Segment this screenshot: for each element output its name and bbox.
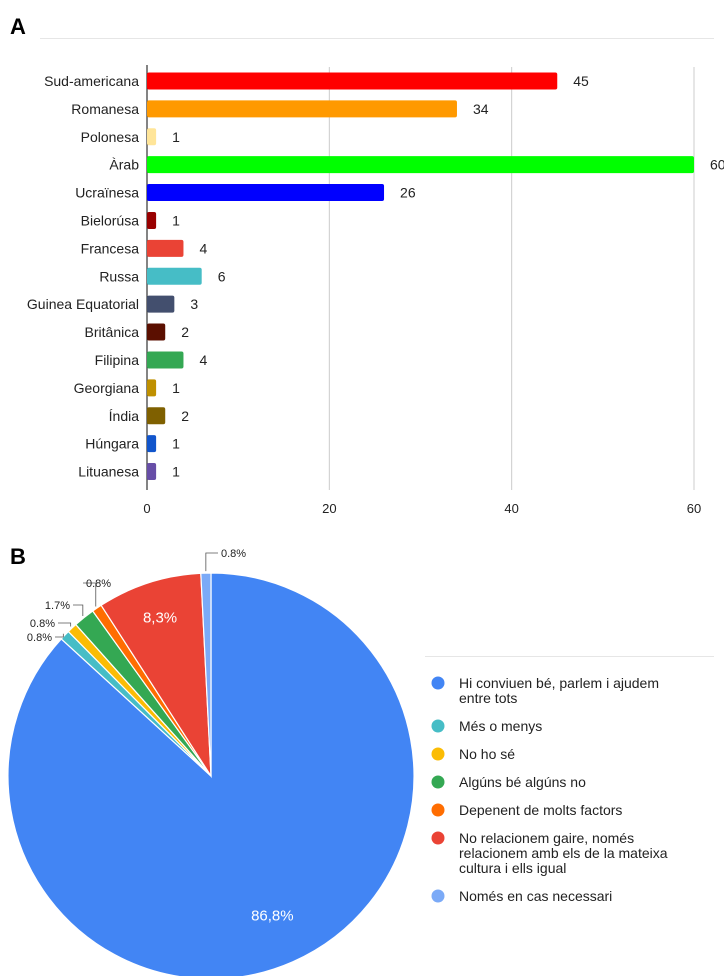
bar: [147, 323, 166, 341]
bar: [147, 295, 175, 313]
legend-label: No ho sé: [459, 746, 515, 762]
bar: [147, 239, 184, 257]
bar: [147, 379, 157, 397]
bar-value-label: 34: [473, 101, 489, 117]
category-label: Ucraïnesa: [75, 185, 139, 201]
callout-line: [205, 552, 218, 572]
category-label: Húngara: [85, 436, 139, 452]
x-tick-label: 0: [143, 501, 150, 516]
panel-a-letter: A: [10, 14, 26, 39]
bar-value-label: 4: [199, 352, 207, 368]
category-label: Francesa: [81, 240, 140, 256]
slice-label: 0.8%: [221, 548, 246, 560]
pie-chart: 86,8% 8,3% 0.8% 0.8% 1.7% 0.8% 0.8%: [7, 548, 415, 976]
bar-value-label: 6: [218, 268, 226, 284]
callout-line: [73, 604, 84, 617]
pie-slice: [200, 572, 212, 777]
legend-swatch: [431, 831, 445, 845]
bar: [147, 211, 157, 229]
slice-label: 86,8%: [251, 907, 294, 924]
callout-line: [58, 622, 72, 627]
legend-label: No relacionem gaire, només: [459, 830, 634, 846]
bar-value-label: 60: [710, 157, 724, 173]
bar-value-label: 3: [190, 296, 198, 312]
legend-swatch: [431, 775, 445, 789]
slice-label: 1.7%: [45, 600, 70, 612]
slice-label: 0.8%: [86, 578, 111, 590]
legend-swatch: [431, 803, 445, 817]
legend-label: cultura i ells igual: [459, 860, 566, 876]
legend-swatch: [431, 676, 445, 690]
category-label: Índia: [109, 408, 140, 424]
bar-value-label: 1: [172, 212, 180, 228]
category-label: Sud-americana: [44, 73, 139, 89]
category-label: Georgiana: [74, 380, 140, 396]
slice-label: 8,3%: [143, 610, 177, 627]
bar-value-label: 45: [573, 73, 589, 89]
legend-label: Algúns bé algúns no: [459, 774, 586, 790]
callout-line: [83, 582, 97, 607]
legend-swatch: [431, 719, 445, 733]
bar-value-label: 2: [181, 324, 189, 340]
slice-label: 0.8%: [27, 632, 52, 644]
legend-label: Només en cas necessari: [459, 888, 612, 904]
bar-value-label: 2: [181, 408, 189, 424]
category-label: Romanesa: [71, 101, 139, 117]
bar: [147, 267, 202, 285]
category-label: Britânica: [85, 324, 140, 340]
category-label: Filipina: [95, 352, 140, 368]
bar: [147, 407, 166, 425]
category-label: Àrab: [109, 157, 139, 173]
legend-label: Depenent de molts factors: [459, 802, 622, 818]
legend-label: relacionem amb els de la mateixa: [459, 845, 668, 861]
bar: [147, 351, 184, 369]
category-label: Russa: [99, 268, 139, 284]
bar: [147, 463, 157, 481]
bar: [147, 156, 694, 174]
x-tick-label: 60: [687, 501, 701, 516]
legend-swatch: [431, 747, 445, 761]
bar-value-label: 4: [199, 240, 207, 256]
bar-value-label: 1: [172, 436, 180, 452]
slice-label: 0.8%: [30, 618, 55, 630]
bar: [147, 128, 157, 146]
legend-label: Més o menys: [459, 718, 542, 734]
category-label: Lituanesa: [78, 464, 139, 480]
bar: [147, 100, 457, 118]
bar: [147, 435, 157, 453]
category-label: Guinea Equatorial: [27, 296, 139, 312]
legend-label: entre tots: [459, 690, 517, 706]
panel-b-letter: B: [10, 544, 26, 569]
category-label: Bielorúsa: [81, 212, 140, 228]
legend-label: Hi conviuen bé, parlem i ajudem: [459, 675, 659, 691]
bar-value-label: 1: [172, 380, 180, 396]
bar-value-label: 1: [172, 464, 180, 480]
pie-slice: [100, 572, 212, 779]
bar-value-label: 1: [172, 129, 180, 145]
callout-line: [55, 633, 64, 638]
legend-swatch: [431, 889, 445, 903]
bar: [147, 184, 385, 202]
category-label: Polonesa: [81, 129, 140, 145]
bar: [147, 72, 558, 90]
x-tick-label: 40: [504, 501, 518, 516]
x-tick-label: 20: [322, 501, 336, 516]
bar-value-label: 26: [400, 185, 416, 201]
